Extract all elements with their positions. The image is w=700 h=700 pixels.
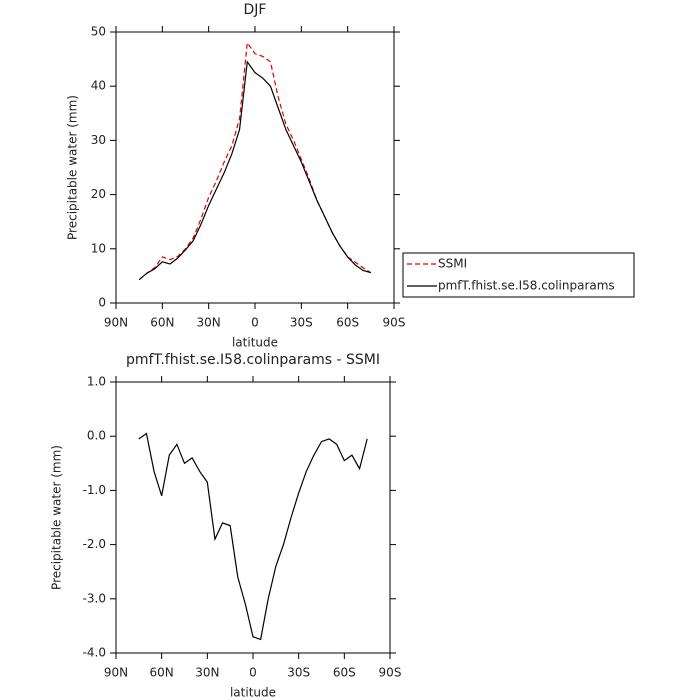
y-axis-label: Precipitable water (mm) — [66, 95, 80, 240]
chart-title: DJF — [244, 2, 267, 18]
y-tick-label: 0.0 — [87, 429, 106, 443]
legend-label: pmfT.fhist.se.I58.colinparams — [438, 279, 615, 293]
data-line — [138, 60, 371, 281]
x-axis-label: latitude — [232, 336, 278, 350]
y-tick-label: 50 — [91, 25, 106, 39]
y-tick-label: 20 — [91, 187, 106, 201]
chart-title: pmfT.fhist.se.I58.colinparams - SSMI — [126, 352, 380, 368]
x-tick-label: 60S — [333, 666, 356, 680]
legend-label: SSMI — [438, 257, 467, 271]
x-tick-label: 60N — [150, 316, 174, 330]
y-tick-label: 10 — [91, 241, 106, 255]
x-tick-label: 90S — [379, 666, 402, 680]
y-tick-label: 1.0 — [87, 375, 106, 389]
x-axis-label: latitude — [230, 686, 276, 700]
plot-frame — [115, 381, 391, 654]
y-tick-label: -1.0 — [83, 483, 106, 497]
y-tick-label: 0 — [98, 296, 106, 310]
x-tick-label: 30S — [290, 316, 313, 330]
data-line — [138, 41, 372, 281]
data-line — [138, 432, 368, 641]
y-tick-label: -4.0 — [83, 646, 106, 660]
y-tick-label: 30 — [91, 133, 106, 147]
y-tick-label: -2.0 — [83, 537, 106, 551]
x-tick-label: 90S — [383, 316, 406, 330]
x-tick-label: 90N — [104, 666, 128, 680]
x-tick-label: 0 — [249, 666, 257, 680]
legend-box — [402, 252, 635, 298]
x-tick-label: 90N — [104, 316, 128, 330]
x-tick-label: 30N — [195, 666, 219, 680]
x-tick-label: 60N — [150, 666, 174, 680]
x-tick-label: 30S — [287, 666, 310, 680]
x-tick-label: 0 — [251, 316, 259, 330]
y-axis-label: Precipitable water (mm) — [50, 445, 64, 590]
x-tick-label: 30N — [197, 316, 221, 330]
y-tick-label: -3.0 — [83, 591, 106, 605]
y-tick-label: 40 — [91, 79, 106, 93]
x-tick-label: 60S — [336, 316, 359, 330]
